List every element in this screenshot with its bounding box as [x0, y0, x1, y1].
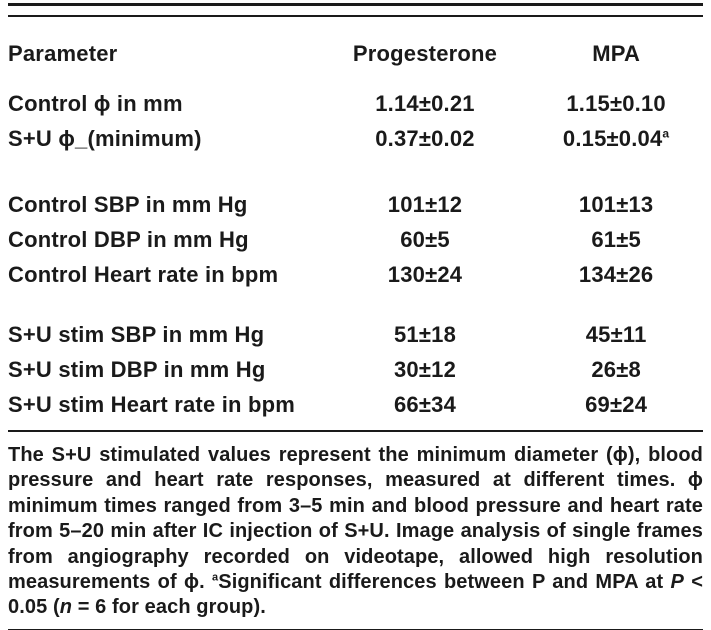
table-row: S+U ϕ_(minimum) 0.37±0.02 0.15±0.04a	[8, 126, 703, 161]
row-label: S+U stim Heart rate in bpm	[8, 392, 295, 417]
progesterone-value: 66±34	[393, 392, 456, 417]
table-row: Control ϕ in mm 1.14±0.21 1.15±0.10	[8, 91, 703, 126]
column-header-progesterone: Progesterone	[352, 41, 498, 66]
row-label: Control ϕ in mm	[8, 91, 183, 116]
significance-marker: a	[662, 126, 670, 141]
mpa-value-text: 0.15±0.04	[562, 126, 663, 151]
progesterone-value: 101±12	[387, 192, 463, 217]
footnote-text: < 0.05 (	[8, 571, 704, 619]
table-row: S+U stim SBP in mm Hg 51±18 45±11	[8, 322, 703, 357]
column-header-parameter: Parameter	[8, 41, 118, 66]
mpa-value: 134±26	[578, 262, 654, 287]
sample-size-symbol: n	[59, 596, 73, 619]
table-footnote: The S+U stimulated values represent the …	[8, 443, 703, 621]
footnote-bottom-rule	[8, 628, 703, 630]
table-row: Control DBP in mm Hg 60±5 61±5	[8, 227, 703, 262]
table-header-row: Parameter Progesterone MPA	[8, 41, 703, 71]
table-row: S+U stim DBP in mm Hg 30±12 26±8	[8, 357, 703, 392]
mpa-value: 0.15±0.04a	[529, 126, 703, 152]
table-row: S+U stim Heart rate in bpm 66±34 69±24	[8, 392, 703, 427]
data-table: Parameter Progesterone MPA Control ϕ in …	[8, 41, 703, 427]
table-top-rule	[8, 3, 703, 17]
footnote-text: = 6 for each group).	[72, 596, 266, 619]
row-label: Control SBP in mm Hg	[8, 192, 248, 217]
table-row: Control SBP in mm Hg 101±12 101±13	[8, 192, 703, 227]
mpa-value: 26±8	[591, 357, 641, 382]
progesterone-value: 60±5	[400, 227, 450, 252]
progesterone-value: 130±24	[387, 262, 463, 287]
progesterone-value: 1.14±0.21	[375, 91, 475, 116]
table-group-diameter: Control ϕ in mm 1.14±0.21 1.15±0.10 S+U …	[8, 91, 703, 161]
row-label: S+U stim SBP in mm Hg	[8, 322, 265, 347]
mpa-value: 45±11	[585, 322, 647, 347]
footnote-text: Significant differences between P and MP…	[218, 571, 671, 594]
progesterone-value: 51±18	[393, 322, 456, 347]
table-group-stimulated-vitals: S+U stim SBP in mm Hg 51±18 45±11 S+U st…	[8, 322, 703, 427]
footnote-marker: a	[212, 571, 219, 584]
mpa-value: 101±13	[578, 192, 654, 217]
p-value-symbol: P	[670, 571, 684, 594]
table-bottom-rule	[8, 430, 703, 432]
progesterone-value: 30±12	[393, 357, 456, 382]
row-label: Control DBP in mm Hg	[8, 227, 249, 252]
mpa-value: 61±5	[591, 227, 641, 252]
progesterone-value: 0.37±0.02	[375, 126, 475, 151]
table-row: Control Heart rate in bpm 130±24 134±26	[8, 262, 703, 297]
table-group-control-vitals: Control SBP in mm Hg 101±12 101±13 Contr…	[8, 192, 703, 297]
row-label: S+U stim DBP in mm Hg	[8, 357, 266, 382]
footnote-text: The S+U stimulated values represent the …	[8, 444, 703, 594]
column-header-mpa: MPA	[592, 41, 641, 66]
mpa-value: 1.15±0.10	[566, 91, 666, 116]
row-label: Control Heart rate in bpm	[8, 262, 279, 287]
mpa-value: 69±24	[585, 392, 648, 417]
row-label: S+U ϕ_(minimum)	[8, 126, 202, 151]
